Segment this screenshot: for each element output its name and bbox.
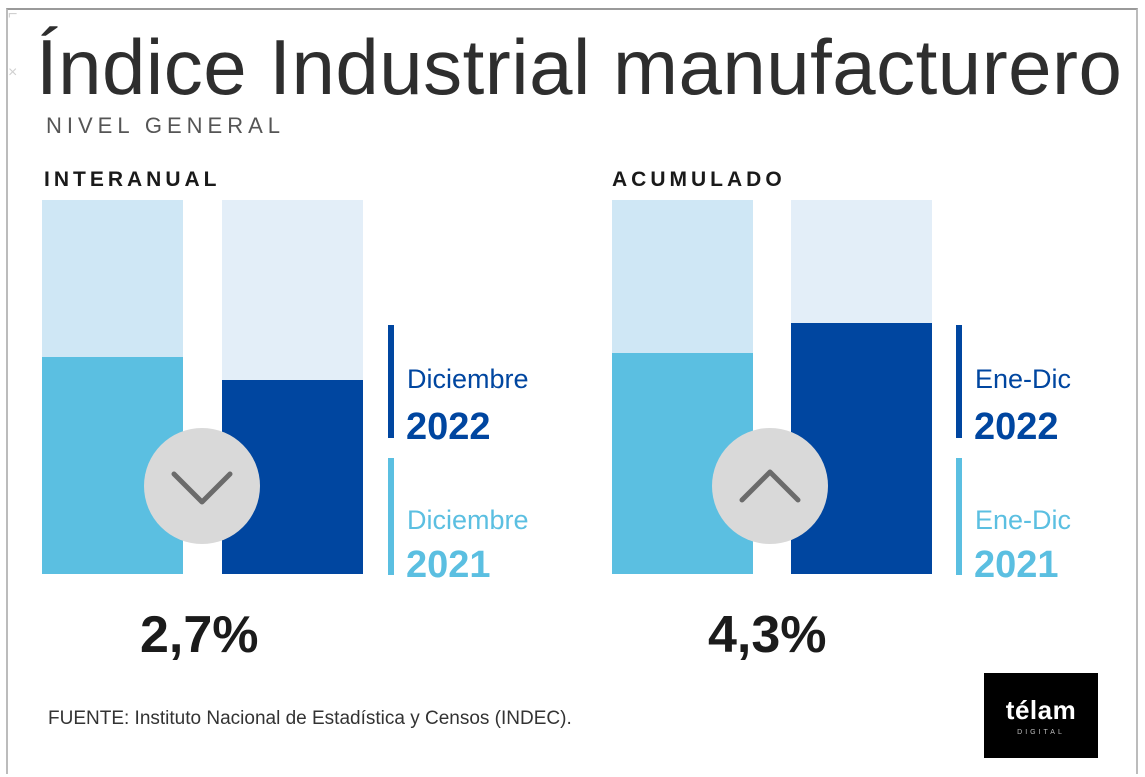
chart-frame xyxy=(6,8,1138,774)
legend-month-2022: Diciembre xyxy=(407,364,529,394)
legend-line-2021 xyxy=(956,458,962,575)
logo-text: télam xyxy=(1005,695,1077,725)
chart-title: Índice Industrial manufacturero xyxy=(36,23,1123,111)
legend-month-2021: Ene-Dic xyxy=(975,505,1072,535)
section-title-acumulado: ACUMULADO xyxy=(612,168,786,191)
bar-2022 xyxy=(791,200,932,574)
crop-mark-icon: ⌐ xyxy=(8,6,18,23)
up-arrow-icon xyxy=(712,428,828,544)
legend-year-2021: 2021 xyxy=(406,544,491,586)
chart-subtitle: NIVEL GENERAL xyxy=(46,113,286,138)
down-arrow-icon xyxy=(144,428,260,544)
change-value-interanual: 2,7% xyxy=(140,606,259,664)
source-note: FUENTE: Instituto Nacional de Estadístic… xyxy=(48,708,572,729)
legend-line-2022 xyxy=(956,325,962,438)
legend-year-2022: 2022 xyxy=(406,406,491,448)
legend-month-2021: Diciembre xyxy=(407,505,529,535)
change-value-acumulado: 4,3% xyxy=(708,606,827,664)
legend-line-2022 xyxy=(388,325,394,438)
legend-month-2022: Ene-Dic xyxy=(975,364,1072,394)
telam-logo: télam DIGITAL xyxy=(984,673,1098,758)
bar-2021 xyxy=(612,200,753,574)
section-title-interanual: INTERANUAL xyxy=(44,168,221,191)
logo-subtext: DIGITAL xyxy=(1017,729,1065,736)
legend-line-2021 xyxy=(388,458,394,575)
legend-year-2021: 2021 xyxy=(974,544,1059,586)
close-mark-icon: × xyxy=(8,64,18,81)
legend-year-2022: 2022 xyxy=(974,406,1059,448)
